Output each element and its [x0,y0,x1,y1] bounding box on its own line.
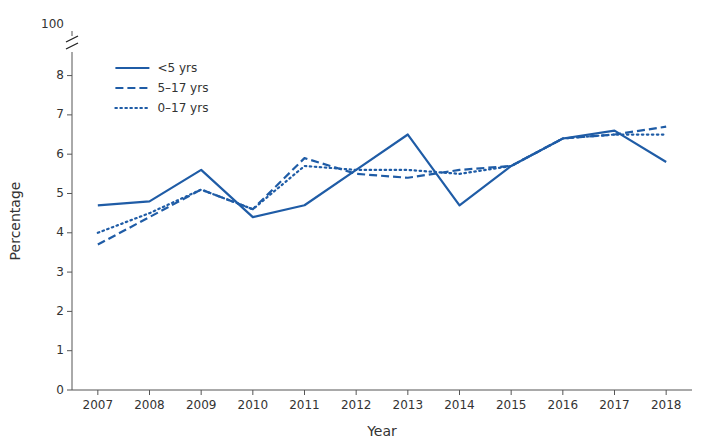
y-tick-label: 3 [56,265,64,279]
y-tick [67,193,72,194]
legend: <5 yrs 5–17 yrs 0–17 yrs [115,61,208,115]
legend-label: <5 yrs [157,61,197,75]
chart-svg: 0 1 2 3 4 5 6 7 8 100 2007 2008 2009 2010 2011 2012 2013… [0,0,714,448]
y-axis-label: Percentage [7,182,23,261]
y-tick-label: 1 [56,343,64,357]
x-tick-label: 2011 [289,398,320,412]
series-line [98,127,666,245]
y-tick-label: 0 [56,383,64,397]
y-tick [67,350,72,351]
y-tick [67,311,72,312]
x-tick [562,390,563,395]
annotation: 100 [41,17,64,31]
series-line [98,131,666,217]
x-tick-label: 2007 [83,398,114,412]
x-tick-label: 2009 [186,398,217,412]
y-tick [67,114,72,115]
x-axis: 2007 2008 2009 2010 2011 2012 2013 2014 2015 2016… [72,390,692,412]
y-tick [67,75,72,76]
x-tick-label: 2014 [444,398,475,412]
axis-break-mark [66,36,78,42]
y-tick-label: 4 [56,225,64,239]
x-tick [356,390,357,395]
x-tick [614,390,615,395]
y-tick-label: 2 [56,304,64,318]
legend-label: 0–17 yrs [157,101,208,115]
legend-label: 5–17 yrs [157,81,208,95]
x-tick-label: 2016 [548,398,579,412]
x-axis-label: Year [366,423,397,439]
y-axis: 0 1 2 3 4 5 6 7 8 [56,52,72,397]
x-tick [149,390,150,395]
y-axis-line [72,52,73,390]
x-tick [666,390,667,395]
chart-container: 0 1 2 3 4 5 6 7 8 100 2007 2008 2009 2010 2011 2012 2013… [0,0,714,448]
x-tick-label: 2015 [496,398,527,412]
x-tick-label: 2010 [238,398,269,412]
y-tick [67,272,72,273]
x-tick [459,390,460,395]
y-tick-label: 5 [56,186,64,200]
y-tick [67,154,72,155]
x-tick-label: 2018 [651,398,682,412]
axis-break-line [72,31,73,36]
x-tick-label: 2008 [134,398,165,412]
x-tick-label: 2017 [599,398,630,412]
y-tick-label: 6 [56,147,64,161]
x-tick [407,390,408,395]
x-tick-label: 2012 [341,398,372,412]
y-tick [67,390,72,391]
x-tick-label: 2013 [393,398,424,412]
x-tick [304,390,305,395]
legend-swatch [115,107,149,109]
axis-break-mark [66,43,78,49]
y-tick [67,232,72,233]
legend-swatch [115,67,149,69]
legend-swatch [115,87,149,89]
series-line [98,135,666,233]
x-tick [201,390,202,395]
x-axis-line [72,390,692,391]
y-tick-label: 8 [56,68,64,82]
x-tick [97,390,98,395]
plot-area [98,127,666,245]
axis-break [66,31,78,49]
x-tick [511,390,512,395]
y-tick-label: 7 [56,107,64,121]
x-tick [252,390,253,395]
